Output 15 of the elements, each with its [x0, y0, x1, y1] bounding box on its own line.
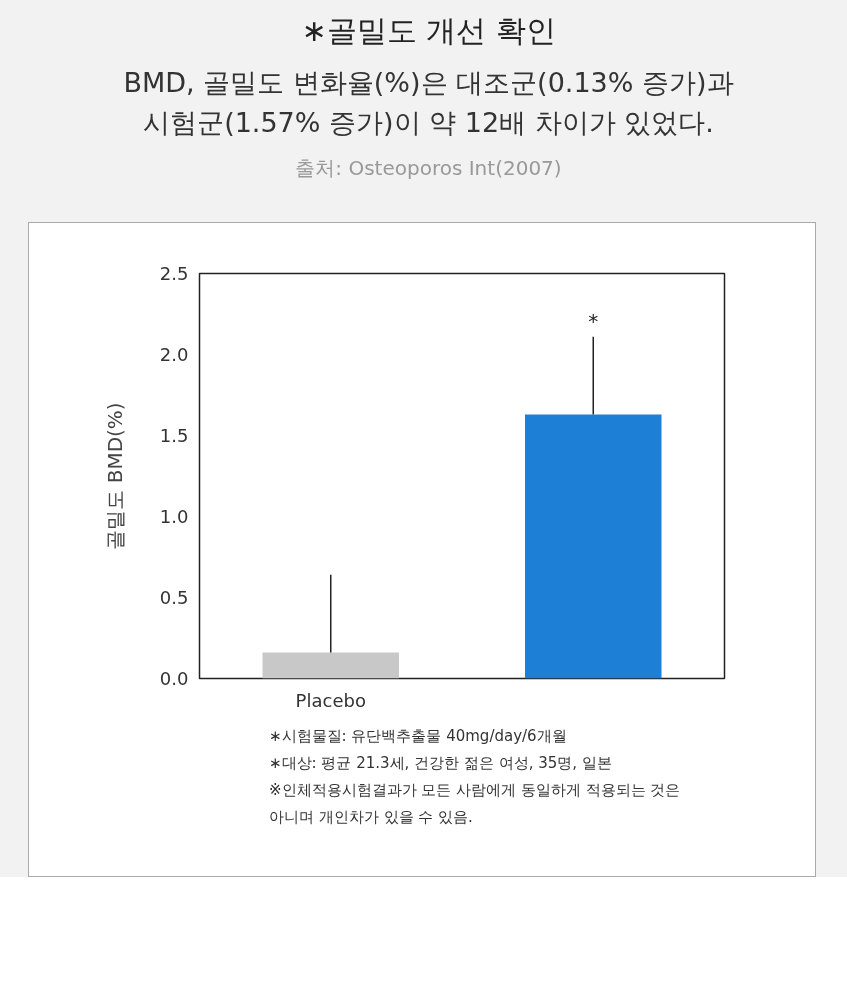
x-tick-label: Placebo [295, 689, 366, 711]
y-tick-label: 0.5 [159, 587, 189, 609]
chart-title: ∗골밀도 개선 확인 [301, 12, 556, 50]
y-tick-label: 1.0 [159, 506, 189, 528]
chart-subtitle: BMD, 골밀도 변화율(%)은 대조군(0.13% 증가)과 시험군(1.57% 증가)이 약 12배 차이가 있었다. [123, 65, 734, 141]
y-axis-title: 골밀도 BMD(%) [102, 402, 127, 551]
annotation: * [588, 309, 599, 334]
y-tick-label: 0.0 [159, 668, 189, 690]
y-tick-label: 2.5 [159, 263, 189, 285]
source-note: 출처: Osteoporos Int(2007) [295, 154, 562, 182]
text: ∗대상: 평균 21.3세, 건강한 젊은 여성, 35명, 일본 [269, 754, 612, 773]
text: ∗시험물질: 유단백추출물 40mg/day/6개월 [269, 727, 567, 746]
text: ※인체적용시험결과가 모든 사람에게 동일하게 적용되는 것은 아니며 개인차가 있을 수 있음. [269, 781, 681, 827]
y-tick-label: 1.5 [159, 425, 189, 447]
y-tick-label: 2.0 [159, 344, 189, 366]
